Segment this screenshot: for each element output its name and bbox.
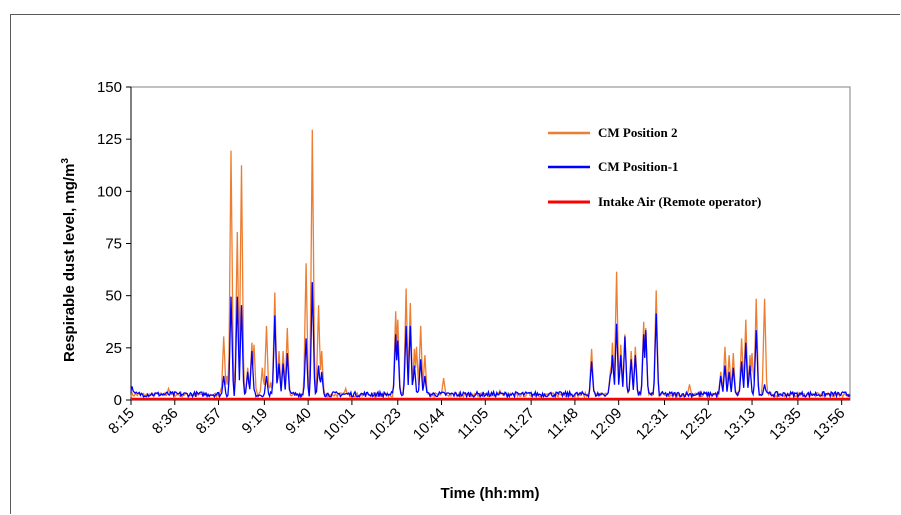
x-tick-label: 9:19 (239, 405, 272, 438)
y-axis: 0 25 50 75 100 125 150 (97, 79, 132, 409)
x-axis-title: Time (hh:mm) (441, 485, 540, 502)
series-line-cm-position-1 (130, 282, 851, 400)
x-tick-label: 13:13 (720, 405, 759, 444)
y-tick-label: 100 (97, 183, 122, 200)
x-tick-label: 10:01 (320, 405, 359, 444)
legend-label-pos2: CM Position 2 (598, 125, 677, 140)
legend-label-pos1: CM Position-1 (598, 159, 679, 174)
legend: CM Position 2 CM Position-1 Intake Air (… (548, 125, 761, 209)
series-layer (130, 129, 851, 401)
x-tick-label: 13:56 (810, 405, 849, 444)
x-axis: 8:15 8:36 8:57 9:19 9:40 10:01 10:23 10:44 11:05… (105, 399, 850, 444)
x-tick-label: 9:40 (282, 405, 315, 438)
x-tick-label: 11:48 (544, 405, 582, 443)
x-tick-label: 12:52 (677, 405, 716, 444)
x-tick-label: 8:36 (149, 405, 182, 438)
x-tick-label: 11:05 (454, 405, 492, 443)
x-tick-label: 12:09 (587, 405, 626, 444)
y-tick-label: 125 (97, 131, 122, 148)
chart-frame (10, 14, 900, 514)
y-tick-label: 50 (105, 288, 122, 305)
x-tick-label: 8:15 (105, 405, 138, 438)
legend-label-intake: Intake Air (Remote operator) (598, 194, 761, 209)
y-tick-label: 75 (105, 236, 122, 253)
x-tick-label: 10:44 (410, 405, 449, 444)
y-axis-title: Respirable dust level, mg/m3 (60, 158, 78, 362)
x-tick-label: 13:35 (766, 405, 805, 444)
x-tick-label: 8:57 (193, 405, 226, 438)
x-tick-label: 12:31 (633, 405, 672, 444)
y-tick-label: 0 (114, 392, 122, 409)
x-tick-label: 11:27 (500, 405, 538, 443)
y-tick-label: 25 (105, 340, 122, 357)
y-tick-label: 150 (97, 79, 122, 96)
x-tick-label: 10:23 (366, 405, 405, 444)
